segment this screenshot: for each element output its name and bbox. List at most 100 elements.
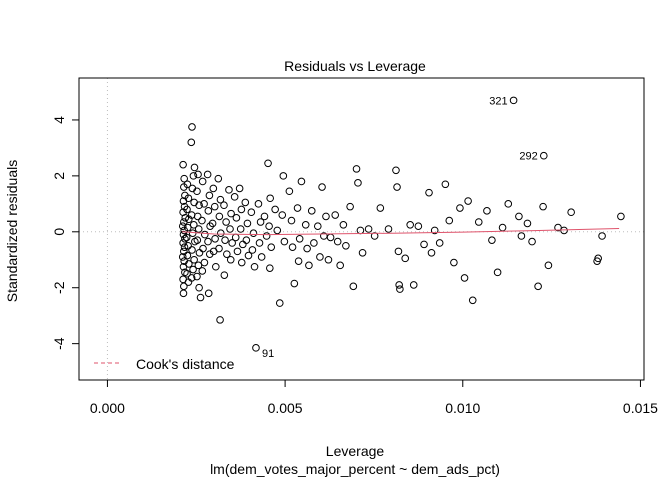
data-point bbox=[445, 216, 454, 225]
data-point bbox=[598, 232, 606, 240]
data-point bbox=[184, 241, 192, 250]
data-point bbox=[504, 200, 513, 208]
data-point bbox=[310, 239, 318, 247]
data-point bbox=[178, 222, 187, 231]
data-point bbox=[395, 281, 403, 289]
data-point bbox=[223, 250, 231, 258]
data-point bbox=[342, 241, 350, 250]
data-point bbox=[290, 279, 299, 288]
data-point bbox=[324, 255, 333, 264]
data-point bbox=[243, 219, 252, 228]
data-point bbox=[539, 151, 548, 160]
data-point bbox=[567, 208, 575, 217]
data-point bbox=[221, 236, 229, 244]
data-point bbox=[216, 195, 225, 204]
data-point bbox=[205, 191, 214, 200]
data-point bbox=[247, 208, 256, 217]
data-point bbox=[185, 260, 193, 268]
data-point bbox=[183, 251, 192, 260]
y-tick-label: -2 bbox=[51, 281, 67, 294]
data-point bbox=[204, 207, 213, 215]
data-point bbox=[241, 198, 250, 207]
data-point bbox=[420, 240, 428, 249]
data-point bbox=[179, 160, 187, 169]
data-point bbox=[215, 212, 224, 221]
data-point bbox=[278, 211, 287, 219]
data-point bbox=[237, 205, 246, 214]
data-point bbox=[285, 187, 294, 196]
data-point bbox=[358, 248, 367, 257]
data-point bbox=[523, 219, 532, 228]
y-tick-label: -4 bbox=[51, 337, 67, 350]
data-point bbox=[617, 212, 625, 221]
data-point bbox=[275, 299, 284, 307]
data-point bbox=[179, 289, 188, 298]
data-point bbox=[198, 177, 207, 186]
data-point bbox=[200, 230, 209, 239]
point-label: 91 bbox=[262, 348, 274, 360]
data-point bbox=[352, 165, 361, 173]
data-point bbox=[425, 188, 433, 197]
data-point bbox=[236, 225, 245, 233]
data-point bbox=[435, 239, 444, 247]
data-point bbox=[212, 262, 220, 271]
data-point bbox=[193, 236, 202, 244]
data-points bbox=[178, 96, 625, 352]
data-point bbox=[194, 261, 203, 270]
data-point bbox=[370, 232, 379, 240]
data-point bbox=[181, 214, 190, 222]
data-point bbox=[193, 187, 201, 196]
data-point bbox=[242, 236, 251, 244]
data-point bbox=[273, 226, 282, 235]
x-axis: 0.000 0.005 0.010 0.015 bbox=[90, 379, 658, 416]
data-point bbox=[266, 194, 274, 203]
data-point bbox=[539, 202, 547, 211]
data-point bbox=[220, 271, 229, 279]
data-point bbox=[468, 296, 477, 305]
data-point bbox=[214, 174, 223, 183]
data-point bbox=[464, 197, 472, 205]
data-point bbox=[293, 204, 302, 212]
data-point bbox=[394, 247, 403, 256]
data-point bbox=[509, 96, 518, 105]
data-point bbox=[396, 285, 404, 293]
data-point bbox=[203, 170, 212, 179]
data-point bbox=[392, 166, 400, 175]
data-point bbox=[184, 194, 193, 203]
data-point bbox=[222, 218, 230, 226]
data-point bbox=[322, 212, 330, 221]
data-point bbox=[265, 222, 273, 231]
data-point bbox=[195, 201, 203, 210]
legend: Cook's distance bbox=[94, 356, 235, 372]
data-point bbox=[301, 221, 310, 229]
data-point bbox=[249, 229, 258, 237]
data-point bbox=[393, 183, 401, 191]
data-point bbox=[271, 205, 279, 214]
x-tick-label: 0.015 bbox=[623, 400, 658, 416]
data-point bbox=[190, 255, 198, 264]
data-point bbox=[215, 244, 223, 253]
point-label: 292 bbox=[519, 151, 537, 163]
data-point bbox=[257, 253, 266, 261]
data-point bbox=[211, 234, 219, 243]
y-tick-label: 0 bbox=[51, 228, 67, 236]
data-point bbox=[252, 344, 260, 352]
data-point bbox=[189, 172, 198, 180]
data-point bbox=[227, 209, 235, 218]
data-point bbox=[225, 186, 233, 194]
data-point bbox=[262, 232, 271, 240]
data-point bbox=[554, 223, 562, 232]
data-point bbox=[331, 211, 340, 219]
data-point bbox=[333, 237, 342, 246]
y-tick-label: 4 bbox=[51, 116, 67, 124]
data-point bbox=[204, 237, 212, 246]
data-point bbox=[488, 236, 496, 244]
data-point bbox=[182, 233, 191, 242]
y-axis-label: Standardized residuals bbox=[4, 160, 20, 302]
data-point bbox=[493, 268, 502, 277]
data-point bbox=[303, 244, 311, 253]
data-point bbox=[266, 264, 274, 272]
data-point bbox=[401, 254, 410, 263]
data-point bbox=[226, 255, 235, 264]
